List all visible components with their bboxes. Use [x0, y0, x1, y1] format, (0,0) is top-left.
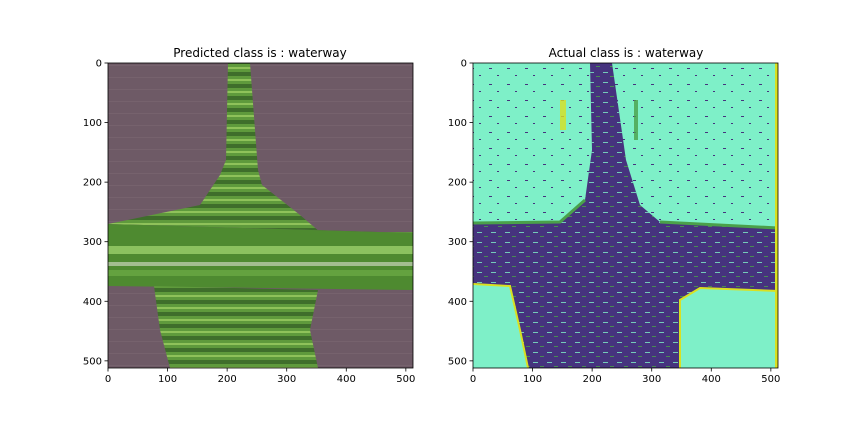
predicted-y-tick-label: 500 [83, 356, 102, 367]
aerial-image [108, 63, 413, 368]
actual-x-tick-label: 500 [761, 374, 780, 385]
predicted-x-tick-label: 300 [277, 374, 296, 385]
actual-x-tick-label: 100 [523, 374, 542, 385]
predicted-x-tick-label: 100 [158, 374, 177, 385]
actual-x-tick-label: 0 [470, 374, 476, 385]
actual-x-tick-label: 200 [583, 374, 602, 385]
actual-y-tick-label: 500 [448, 356, 467, 367]
actual-x-tick-label: 400 [702, 374, 721, 385]
actual-y-tick-label: 400 [448, 297, 467, 308]
actual-y-tick-label: 100 [448, 118, 467, 129]
predicted-y-tick-label: 0 [96, 59, 102, 70]
predicted-image-panel: Predicted class is : waterway [107, 46, 414, 369]
predicted-x-tick-label: 200 [218, 374, 237, 385]
predicted-y-tick-label: 100 [83, 118, 102, 129]
predicted-y-tick-label: 300 [83, 237, 102, 248]
actual-y-tick-label: 200 [448, 178, 467, 189]
actual-title: Actual class is : waterway [549, 46, 704, 60]
predicted-x-tick-label: 400 [337, 374, 356, 385]
predicted-title: Predicted class is : waterway [173, 46, 346, 60]
actual-axes-frame [472, 62, 779, 369]
predicted-x-tick-label: 0 [105, 374, 111, 385]
predicted-axes-frame [107, 62, 414, 369]
actual-y-tick-label: 0 [461, 59, 467, 70]
predicted-x-tick-label: 500 [396, 374, 415, 385]
actual-y-tick-label: 300 [448, 237, 467, 248]
predicted-y-tick-label: 200 [83, 178, 102, 189]
actual-x-tick-label: 300 [642, 374, 661, 385]
predicted-y-tick-label: 400 [83, 297, 102, 308]
mask-image [473, 63, 778, 368]
actual-mask-panel: Actual class is : waterway [472, 46, 779, 369]
